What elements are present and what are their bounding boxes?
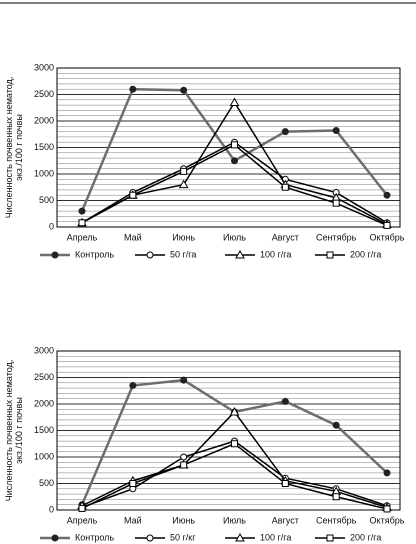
marker: [281, 480, 289, 487]
marker: [231, 141, 238, 149]
y-tick-label: 1500: [34, 425, 54, 435]
x-tick-label: Июль: [223, 515, 246, 525]
marker: [229, 406, 240, 416]
plot-frame: [56, 350, 401, 511]
x-tick-label: Сентябрь: [316, 232, 357, 242]
marker: [383, 191, 391, 199]
marker: [180, 86, 188, 94]
marker: [129, 191, 137, 199]
y-tick-label: 3000: [34, 62, 54, 72]
series-line: [81, 442, 388, 510]
x-tick-label: Октябрь: [370, 515, 405, 525]
y-axis-label: Численность почвенных нематод,экз./100 г…: [4, 360, 24, 502]
x-tick-label: Август: [272, 232, 299, 242]
marker: [51, 251, 59, 259]
legend-label: Контроль: [75, 249, 114, 259]
x-tick-label: Июль: [223, 232, 246, 242]
y-axis-label-line: экз./100 г почвы: [14, 114, 24, 181]
marker: [78, 219, 86, 227]
legend-label: 200 г/га: [350, 249, 381, 259]
marker: [383, 469, 391, 477]
marker: [129, 85, 137, 93]
y-axis-label-line: экз./100 г почвы: [14, 397, 24, 464]
y-tick-label: 1500: [34, 142, 54, 152]
marker: [332, 421, 340, 429]
marker: [180, 167, 188, 175]
y-tick-label: 2000: [34, 398, 54, 408]
legend-label: 50 г/кг: [170, 532, 196, 542]
marker: [129, 381, 137, 389]
marker: [383, 221, 391, 229]
x-tick-label: Июнь: [172, 232, 195, 242]
x-tick-label: Апрель: [67, 232, 98, 242]
marker: [180, 453, 188, 461]
series-line: [81, 141, 388, 224]
marker: [383, 505, 391, 513]
y-tick-label: 2500: [34, 89, 54, 99]
marker: [231, 440, 238, 448]
x-tick-label: Сентябрь: [316, 515, 357, 525]
y-tick-label: 3000: [34, 345, 54, 355]
marker: [146, 251, 154, 259]
marker: [146, 534, 154, 542]
legend-label: 50 г/га: [170, 249, 196, 259]
marker: [180, 461, 188, 469]
y-tick-label: 500: [39, 478, 54, 488]
series-line: [81, 410, 388, 509]
marker: [281, 183, 289, 191]
marker: [178, 179, 189, 189]
x-tick-label: Июнь: [172, 515, 195, 525]
marker: [180, 376, 188, 384]
marker: [326, 251, 334, 259]
marker: [326, 534, 334, 542]
y-axis-label: Численность почвенных нематод,экз./100 г…: [4, 77, 24, 219]
marker: [332, 199, 340, 207]
plot-frame: [56, 67, 401, 228]
marker: [229, 97, 240, 106]
marker: [129, 480, 137, 487]
x-tick-label: Май: [124, 232, 142, 242]
marker: [332, 127, 340, 135]
y-tick-label: 1000: [34, 451, 54, 461]
legend-label: Контроль: [75, 532, 114, 542]
marker: [78, 504, 86, 512]
x-tick-label: Октябрь: [370, 232, 405, 242]
marker: [281, 397, 289, 405]
marker: [231, 157, 238, 165]
y-tick-label: 2000: [34, 115, 54, 125]
marker: [235, 249, 245, 259]
y-tick-label: 1000: [34, 168, 54, 178]
y-tick-label: 0: [49, 504, 54, 514]
x-tick-label: Август: [272, 515, 299, 525]
marker: [78, 207, 86, 215]
x-tick-label: Апрель: [67, 515, 98, 525]
marker: [235, 532, 245, 542]
legend-label: 200 г/га: [350, 532, 381, 542]
legend-label: 100 г/га: [260, 532, 291, 542]
y-tick-label: 2500: [34, 372, 54, 382]
marker: [281, 128, 289, 136]
x-tick-label: Май: [124, 515, 142, 525]
y-axis-label-line: Численность почвенных нематод,: [4, 360, 14, 502]
y-tick-label: 500: [39, 195, 54, 205]
marker: [51, 534, 59, 542]
marker: [332, 493, 340, 501]
y-tick-label: 0: [49, 221, 54, 231]
y-axis-label-line: Численность почвенных нематод,: [4, 77, 14, 219]
series-line: [80, 87, 388, 212]
legend-label: 100 г/га: [260, 249, 291, 259]
series-line: [81, 143, 388, 227]
